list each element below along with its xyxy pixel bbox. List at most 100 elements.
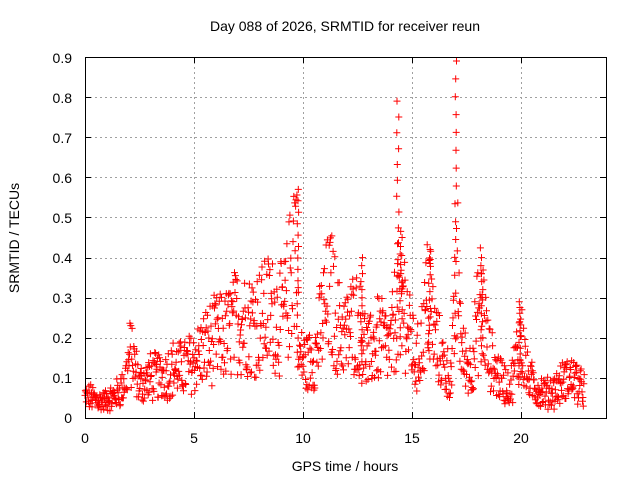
data-point [269,335,277,343]
data-point [240,339,248,347]
data-point [435,371,443,379]
data-point [521,336,529,343]
data-point [258,276,266,284]
data-point [245,280,253,288]
data-point [434,361,442,369]
data-point [374,374,382,382]
data-point [394,256,402,264]
data-point [397,261,405,269]
data-point [478,270,485,278]
data-point [137,375,145,383]
data-point [338,328,346,336]
data-point [451,93,459,101]
data-point [436,312,443,319]
y-tick-label-9: 0.9 [53,50,73,66]
data-point [400,319,408,327]
data-point [128,324,136,332]
data-point [167,371,174,379]
data-point [447,363,455,371]
data-point [429,340,436,348]
data-point [393,303,401,311]
data-point [477,326,485,334]
data-point [224,344,232,352]
data-point [320,296,328,304]
data-point [269,260,276,268]
data-point [364,376,372,383]
y-tick-labels: 0 0.1 0.2 0.3 0.4 0.5 0.6 0.7 0.8 0.9 [53,50,73,426]
data-point [173,384,181,392]
data-point [230,307,238,315]
data-point [457,330,465,338]
data-point [400,309,408,317]
data-point [248,309,256,317]
data-point [425,296,433,304]
data-point [193,380,201,388]
data-point [559,378,567,386]
data-point [479,334,487,342]
data-point [470,348,478,356]
data-point [139,397,147,405]
data-point [358,358,366,366]
data-point [514,373,522,381]
data-point [456,298,463,306]
data-point [145,388,153,396]
data-point [133,380,141,388]
data-point [417,319,425,327]
data-point [239,343,247,351]
data-point [254,361,262,369]
data-point [370,328,378,336]
data-point [529,369,537,377]
data-point [451,253,459,261]
data-point [294,231,302,239]
data-point [88,403,96,411]
data-point [542,379,550,387]
data-point [237,326,245,334]
data-point [286,343,293,351]
data-point [128,355,136,363]
data-point [125,356,133,364]
data-point [207,357,215,365]
data-point [164,350,172,358]
data-point [415,359,423,367]
data-point [191,387,199,395]
data-point [451,200,459,208]
data-point [182,381,190,388]
data-point [176,371,184,379]
data-point [358,262,366,270]
data-point [385,346,393,354]
data-point [526,391,534,399]
data-point [162,367,170,375]
data-point [294,254,302,262]
data-point [401,369,409,377]
x-tick-label-15: 15 [404,430,420,446]
data-point [114,389,122,397]
data-point [391,316,399,324]
data-point [456,299,464,307]
data-point [358,326,366,334]
data-point [321,316,329,324]
data-point [293,220,301,228]
data-point [471,298,479,306]
data-point [466,361,474,369]
data-point [181,338,189,346]
data-point [488,329,496,337]
data-point [299,362,307,370]
data-point [522,351,530,359]
data-point [318,355,326,363]
data-point [269,361,277,369]
data-point [300,368,308,376]
data-point [254,298,262,306]
data-point [544,405,552,413]
data-point [427,262,434,270]
data-point [359,310,367,318]
data-point [286,264,294,272]
data-point [355,365,363,373]
data-point [427,247,435,255]
data-point [279,283,286,291]
data-point [466,373,473,381]
data-point [355,372,363,380]
data-point [423,241,431,249]
data-point [479,266,487,274]
data-point [154,393,162,401]
data-point [357,342,365,350]
